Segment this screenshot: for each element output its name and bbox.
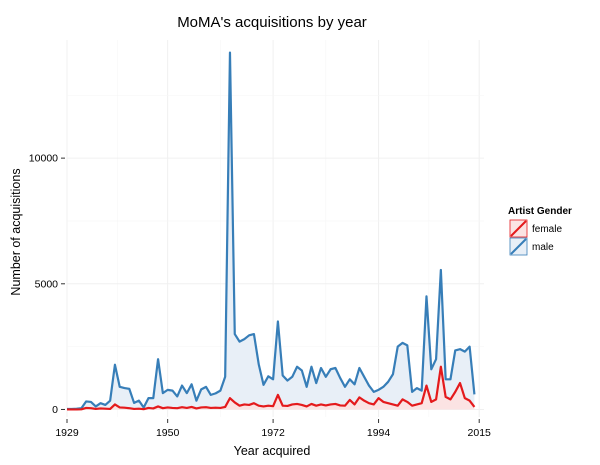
legend-label-male: male [532, 242, 554, 253]
y-tick-label: 10000 [29, 153, 58, 165]
series-lines [67, 51, 476, 411]
y-axis: 0 5000 10000 [29, 153, 65, 416]
line-male [67, 51, 476, 411]
legend: Artist Gender female male [508, 206, 572, 256]
legend-items: female male [509, 219, 562, 256]
y-axis-label: Number of acquisitions [9, 168, 23, 295]
legend-item-female: female [509, 219, 562, 238]
x-tick-label: 1929 [55, 427, 79, 439]
line-female [67, 365, 476, 411]
x-tick-label: 1994 [367, 427, 391, 439]
x-axis-label: Year acquired [234, 444, 311, 458]
series-areas [67, 52, 475, 410]
legend-key-line-male [510, 238, 527, 255]
area-male [67, 52, 475, 410]
legend-title: Artist Gender [508, 206, 572, 217]
legend-label-female: female [532, 224, 562, 235]
legend-key-line-female [510, 220, 527, 237]
y-tick-label: 0 [52, 404, 58, 416]
y-tick-label: 5000 [35, 278, 59, 290]
x-tick-label: 1972 [261, 427, 285, 439]
chart-grid [66, 40, 484, 417]
x-tick-label: 2015 [468, 427, 492, 439]
x-axis: 1929 1950 1972 1994 2015 [55, 419, 491, 439]
legend-item-male: male [509, 237, 554, 256]
x-tick-label: 1950 [156, 427, 180, 439]
chart-title: MoMA's acquisitions by year [177, 14, 367, 31]
area-female [67, 366, 475, 410]
